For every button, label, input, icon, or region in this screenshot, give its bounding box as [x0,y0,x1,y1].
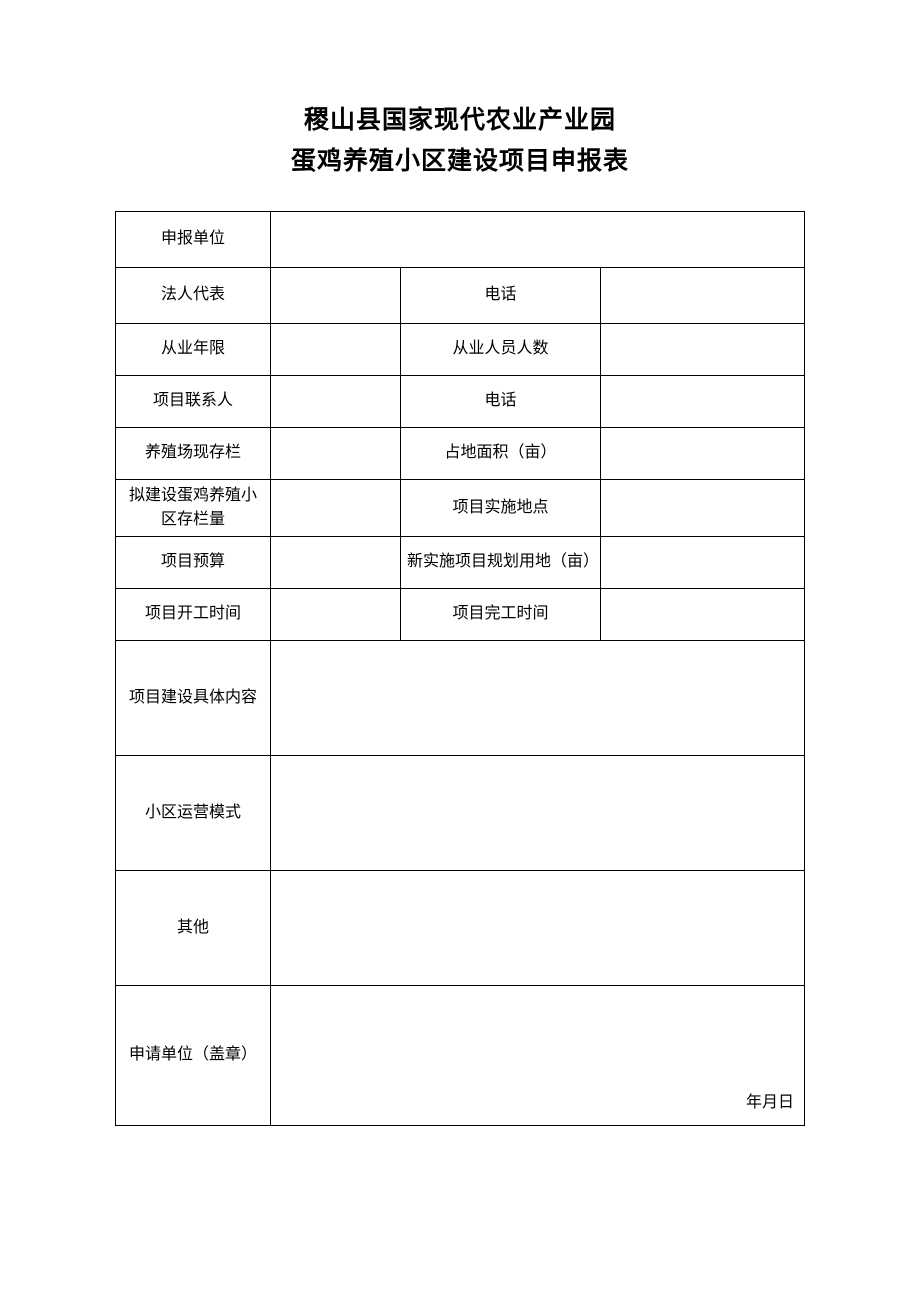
value-start-date[interactable] [271,588,401,640]
table-row: 项目预算 新实施项目规划用地（亩） [116,536,805,588]
value-project-budget[interactable] [271,536,401,588]
label-contact-phone: 电话 [401,375,601,427]
table-row: 养殖场现存栏 占地面积（亩） [116,427,805,479]
label-applicant-unit: 申报单位 [116,211,271,267]
title-line-1: 稷山县国家现代农业产业园 [115,100,805,141]
label-current-stock: 养殖场现存栏 [116,427,271,479]
label-legal-rep: 法人代表 [116,267,271,323]
title-line-2: 蛋鸡养殖小区建设项目申报表 [115,141,805,182]
label-planned-land: 新实施项目规划用地（亩） [401,536,601,588]
label-land-area: 占地面积（亩） [401,427,601,479]
value-legal-rep[interactable] [271,267,401,323]
value-contact-phone[interactable] [601,375,805,427]
value-planned-land[interactable] [601,536,805,588]
table-row: 项目建设具体内容 [116,640,805,755]
label-planned-capacity: 拟建设蛋鸡养殖小区存栏量 [116,479,271,536]
label-applicant-seal: 申请单位（盖章） [116,985,271,1125]
value-current-stock[interactable] [271,427,401,479]
label-project-location: 项目实施地点 [401,479,601,536]
label-project-budget: 项目预算 [116,536,271,588]
value-employee-count[interactable] [601,323,805,375]
table-row: 申请单位（盖章） 年月日 [116,985,805,1125]
value-legal-rep-phone[interactable] [601,267,805,323]
table-row: 项目开工时间 项目完工时间 [116,588,805,640]
value-construction-content[interactable] [271,640,805,755]
label-operation-mode: 小区运营模式 [116,755,271,870]
table-row: 其他 [116,870,805,985]
label-construction-content: 项目建设具体内容 [116,640,271,755]
table-row: 拟建设蛋鸡养殖小区存栏量 项目实施地点 [116,479,805,536]
value-planned-capacity[interactable] [271,479,401,536]
value-operation-mode[interactable] [271,755,805,870]
table-row: 申报单位 [116,211,805,267]
table-row: 从业年限 从业人员人数 [116,323,805,375]
value-applicant-unit[interactable] [271,211,805,267]
value-end-date[interactable] [601,588,805,640]
table-row: 法人代表 电话 [116,267,805,323]
form-title-block: 稷山县国家现代农业产业园 蛋鸡养殖小区建设项目申报表 [115,100,805,183]
label-employee-count: 从业人员人数 [401,323,601,375]
label-project-contact: 项目联系人 [116,375,271,427]
value-project-contact[interactable] [271,375,401,427]
value-seal-date[interactable]: 年月日 [271,985,805,1125]
label-end-date: 项目完工时间 [401,588,601,640]
application-form-table: 申报单位 法人代表 电话 从业年限 从业人员人数 项目联系人 电话 养殖场现存栏… [115,211,805,1126]
value-years[interactable] [271,323,401,375]
label-other: 其他 [116,870,271,985]
table-row: 项目联系人 电话 [116,375,805,427]
value-project-location[interactable] [601,479,805,536]
value-other[interactable] [271,870,805,985]
table-row: 小区运营模式 [116,755,805,870]
label-legal-rep-phone: 电话 [401,267,601,323]
label-years: 从业年限 [116,323,271,375]
value-land-area[interactable] [601,427,805,479]
label-start-date: 项目开工时间 [116,588,271,640]
